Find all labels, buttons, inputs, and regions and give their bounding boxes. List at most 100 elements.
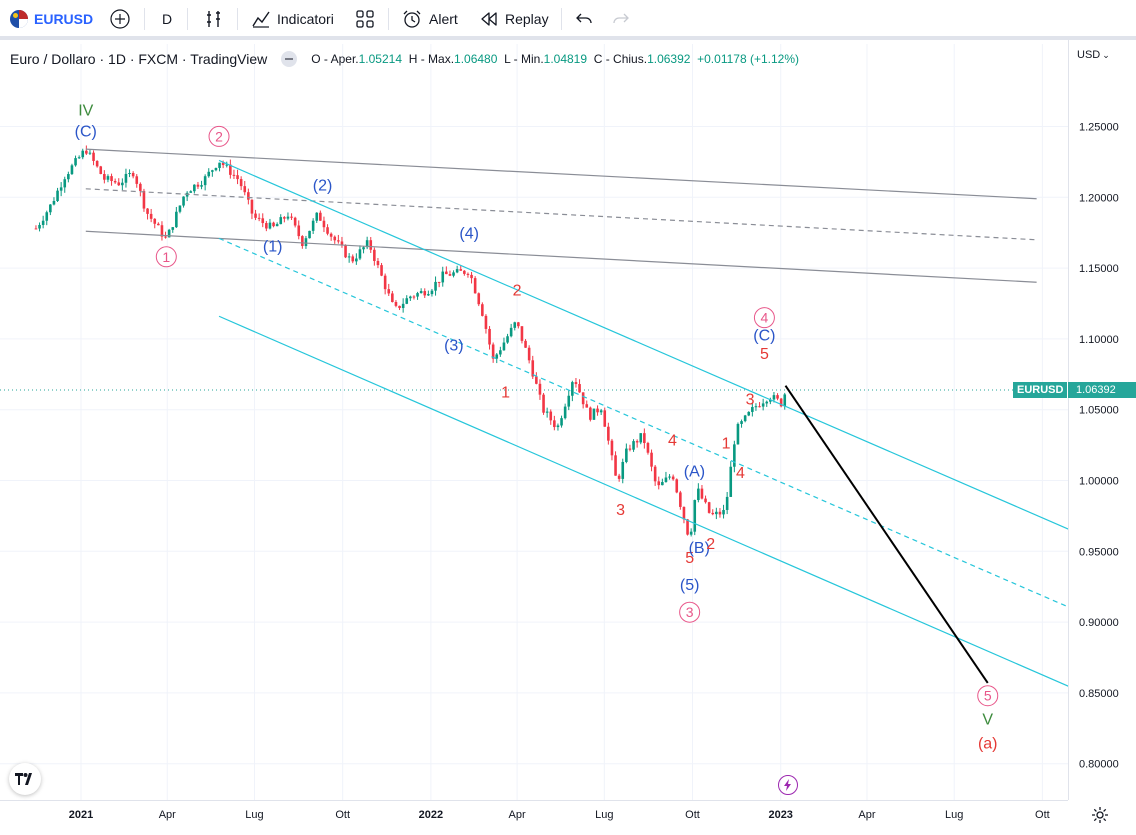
symbol-search-button[interactable]: EURUSD <box>10 0 93 38</box>
candle-body <box>373 249 376 261</box>
price-axis[interactable]: USD ⌄ 1.25000 1.20000 1.15000 1.10000 1.05000… <box>1068 40 1136 800</box>
candle-body <box>776 395 779 399</box>
candle-body <box>679 492 682 507</box>
candle-body <box>524 340 527 348</box>
redo-icon <box>613 13 629 24</box>
indicators-label: Indicatori <box>277 11 334 27</box>
price-tick-label: 1.05000 <box>1079 405 1119 417</box>
low-label: L - Min. <box>504 52 544 66</box>
wave-label: (A) <box>684 464 705 481</box>
close-label: C - Chius. <box>593 52 648 66</box>
candle-body <box>239 179 243 187</box>
candle-body <box>189 191 193 193</box>
candle-body <box>128 172 131 174</box>
candle-body <box>661 482 664 486</box>
time-axis-labels: 2021 Apr Lug Ott 2022 Apr Lug Ott 2023 Apr Lug Ott <box>69 809 1050 821</box>
compare-button[interactable] <box>109 0 131 38</box>
undo-button[interactable] <box>574 0 594 38</box>
candle-body <box>448 274 452 276</box>
candle-body <box>517 322 520 327</box>
cyan-trendline <box>218 237 1101 622</box>
candle-body <box>268 222 272 229</box>
candle-body <box>635 441 639 443</box>
time-tick-label: 2023 <box>768 809 792 821</box>
candle-body <box>221 162 225 166</box>
wave-label: 4 <box>668 432 677 449</box>
candle-body <box>38 224 41 229</box>
candle-body <box>110 176 113 182</box>
lightning-icon <box>784 779 791 791</box>
candle-body <box>67 174 70 180</box>
candle-body <box>772 395 776 400</box>
interval-button[interactable]: D <box>162 0 172 38</box>
alert-button[interactable]: Alert <box>401 0 458 38</box>
candle-body <box>81 150 85 158</box>
wave-label: (1) <box>263 238 283 255</box>
wave-label: (C) <box>753 328 775 345</box>
candle-body <box>167 229 171 238</box>
candle-body <box>758 406 761 408</box>
candle-body <box>675 479 679 493</box>
candle-body <box>196 184 200 187</box>
time-axis[interactable]: 2021 Apr Lug Ott 2022 Apr Lug Ott 2023 Apr Lug Ott <box>0 800 1068 835</box>
currency-selector[interactable]: USD ⌄ <box>1077 49 1110 61</box>
candle-body <box>625 448 628 462</box>
candle-body <box>85 150 88 154</box>
candle-body <box>247 192 250 200</box>
candle-body <box>715 511 718 515</box>
candle-body <box>279 217 283 225</box>
ohlc-values: O - Aper.1.05214 H - Max.1.06480 L - Min… <box>311 52 799 66</box>
change-value: +0.01178 (+1.12%) <box>697 52 799 66</box>
candle-body <box>322 220 326 228</box>
wave-label-circle <box>208 125 230 147</box>
candle-body <box>491 344 495 359</box>
settings-button[interactable] <box>1090 805 1112 827</box>
open-value: 1.05214 <box>358 52 403 66</box>
candle-body <box>430 290 434 295</box>
last-price-symbol-badge: EURUSD <box>1013 381 1068 398</box>
tradingview-logo[interactable] <box>9 763 41 795</box>
candle-body <box>272 222 275 227</box>
wave-label: 4 <box>761 310 769 326</box>
candle-body <box>589 407 592 420</box>
templates-button[interactable] <box>355 0 375 38</box>
chart-type-button[interactable] <box>204 0 224 38</box>
candle-body <box>254 213 257 218</box>
candle-body <box>743 415 747 422</box>
candle-body <box>578 384 581 393</box>
wave-label: (a) <box>978 735 998 752</box>
wave-label: V <box>982 711 993 728</box>
candle-body <box>45 212 49 221</box>
time-tick-label: Apr <box>509 809 526 821</box>
tv-logo-icon <box>15 773 32 785</box>
candle-body <box>365 240 369 248</box>
legend-collapse-button[interactable] <box>281 51 298 67</box>
events-button[interactable] <box>778 775 798 795</box>
candle-body <box>203 176 207 186</box>
candle-body <box>747 411 751 416</box>
candle-body <box>553 420 556 428</box>
plus-circle-icon <box>110 9 130 29</box>
open-label: O - Aper. <box>311 52 359 66</box>
wave-label: (3) <box>444 338 464 355</box>
candle-body <box>243 186 247 193</box>
candle-body <box>358 249 362 259</box>
replay-button[interactable]: Replay <box>479 0 549 38</box>
candle-body <box>383 275 387 290</box>
candle-body <box>193 184 196 192</box>
candle-body <box>733 444 736 467</box>
candle-body <box>124 173 128 183</box>
candle-body <box>160 225 164 237</box>
candle-body <box>484 315 488 329</box>
price-tick-label: 0.85000 <box>1079 688 1119 700</box>
wave-label: (B) <box>689 540 710 557</box>
candle-body <box>218 162 221 168</box>
candle-body <box>481 304 484 316</box>
candle-body <box>769 399 772 402</box>
wave-label: 3 <box>686 604 694 620</box>
indicators-button[interactable]: Indicatori <box>251 0 334 38</box>
candle-body <box>117 182 121 186</box>
redo-button[interactable] <box>611 0 631 38</box>
candle-body <box>401 303 405 309</box>
